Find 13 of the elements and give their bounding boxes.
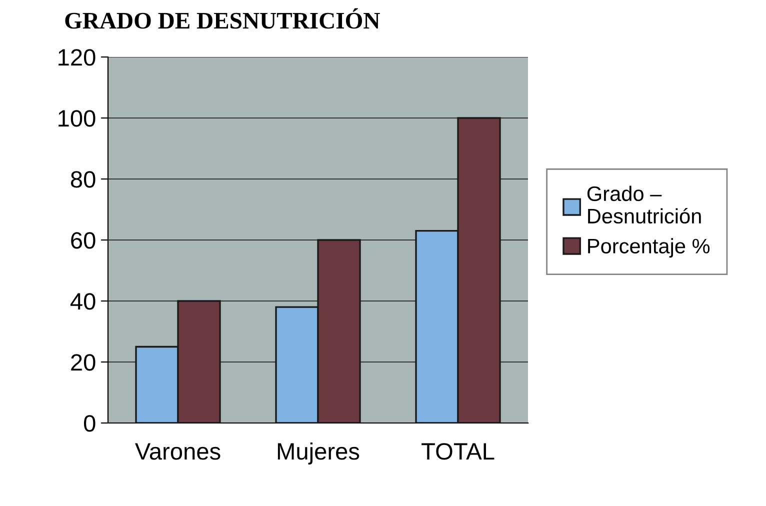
y-tick-label: 80 <box>70 171 96 188</box>
y-tick-label: 40 <box>70 293 96 310</box>
y-tick-label: 120 <box>58 49 96 66</box>
x-tick-label: TOTAL <box>422 443 494 460</box>
x-tick-label: Varones <box>135 443 220 460</box>
legend-label: Porcentaje % <box>588 238 710 258</box>
y-tick-label: 100 <box>58 110 96 127</box>
legend-label: Grado – Desnutrición <box>587 186 701 224</box>
y-tick-label: 20 <box>71 354 96 371</box>
x-tick-label: Mujeres <box>278 442 360 464</box>
y-tick-label: 0 <box>84 415 96 432</box>
chart-title: GRADO DE DESNUTRICIÓN <box>65 8 380 29</box>
y-tick-label: 60 <box>71 232 96 249</box>
